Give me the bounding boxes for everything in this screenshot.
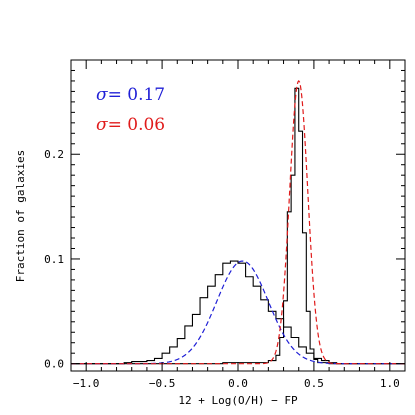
histogram-1-bin xyxy=(291,175,295,363)
sigma-symbol-red: σ xyxy=(96,115,108,135)
histogram-0-bin xyxy=(268,311,276,363)
histogram-0-bin xyxy=(185,326,193,364)
y-tick-label: 0.1 xyxy=(44,253,64,266)
histogram-0-bin xyxy=(177,339,185,364)
sigma-value-blue: = 0.17 xyxy=(108,85,166,105)
sigma-annotation-red: σ= 0.06 xyxy=(96,115,165,135)
plot-area xyxy=(71,79,405,365)
histogram-0-bin xyxy=(246,277,254,364)
histogram-1-bin xyxy=(223,363,269,364)
y-tick-label: 0.0 xyxy=(44,358,64,371)
x-tick-label: 1.0 xyxy=(380,377,400,390)
x-tick-label: 0.0 xyxy=(228,377,248,390)
histogram-1-bin xyxy=(295,88,299,363)
x-axis-label: 12 + Log(O/H) − FP xyxy=(178,394,298,407)
histogram-1-bin xyxy=(299,131,303,363)
histogram-1-bin xyxy=(268,361,276,364)
sigma-value-red: = 0.06 xyxy=(108,115,166,135)
x-tick-label: −0.5 xyxy=(149,377,176,390)
histogram-1-bin xyxy=(280,337,284,363)
sigma-annotation-blue: σ= 0.17 xyxy=(96,85,165,105)
histogram-0-bin xyxy=(230,261,238,364)
axis-ticks: −1.0 −0.5 0.0 0.5 1.0 0.0 0.1 0.2 xyxy=(44,60,406,390)
y-tick-label: 0.2 xyxy=(44,148,64,161)
histogram-0-bin xyxy=(215,275,223,364)
histogram-1-bin xyxy=(284,301,288,364)
histogram-0-bin xyxy=(208,286,216,363)
x-tick-label: 0.5 xyxy=(304,377,324,390)
histogram-1-bin xyxy=(276,355,280,363)
histogram-1-bin xyxy=(306,311,310,363)
y-axis-label: Fraction of galaxies xyxy=(14,150,27,282)
histogram-0-bin xyxy=(261,300,269,364)
histogram-1-bin xyxy=(303,233,307,364)
histogram-0-bin xyxy=(238,263,246,364)
x-tick-label: −1.0 xyxy=(73,377,100,390)
sigma-symbol-blue: σ xyxy=(96,85,108,105)
histogram-0-outline xyxy=(71,260,405,365)
histogram-0-bin xyxy=(253,286,261,363)
histogram-1-outline xyxy=(71,87,405,365)
